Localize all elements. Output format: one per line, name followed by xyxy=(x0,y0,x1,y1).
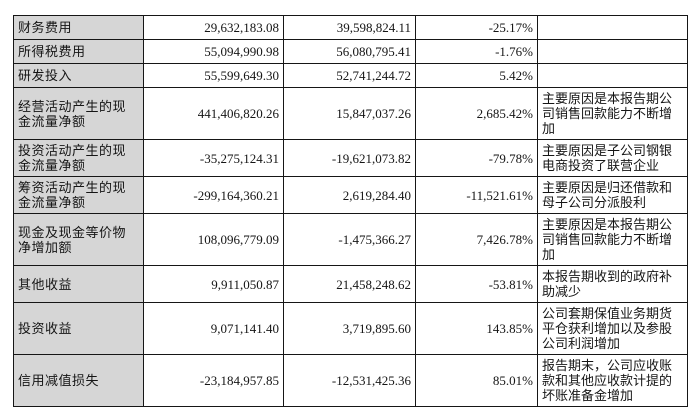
item-label: 投资活动产生的现金流量净额 xyxy=(13,139,144,177)
table-row: 所得税费用 55,094,990.98 56,080,795.41 -1.76% xyxy=(13,39,688,64)
item-label: 研发投入 xyxy=(13,63,144,88)
change-percent-value: 85.01% xyxy=(415,354,538,407)
change-reason-text: 公司套期保值业务期货平仓获利增加以及参股公司利润增加 xyxy=(537,302,688,355)
prior-period-value: 56,080,795.41 xyxy=(283,39,416,64)
change-reason-text: 本报告期收到的政府补助减少 xyxy=(537,265,688,303)
current-period-value: 9,071,141.40 xyxy=(143,302,284,355)
prior-period-value: -1,475,366.27 xyxy=(283,213,416,266)
current-period-value: -23,184,957.85 xyxy=(143,354,284,407)
table-row: 投资活动产生的现金流量净额 -35,275,124.31 -19,621,073… xyxy=(13,139,688,177)
prior-period-value: 2,619,284.40 xyxy=(283,176,416,214)
change-reason-text: 报告期末，公司应收账款和其他应收款计提的坏账准备金增加 xyxy=(537,354,688,407)
current-period-value: 29,632,183.08 xyxy=(143,15,284,40)
financial-changes-table-container: 财务费用 29,632,183.08 39,598,824.11 -25.17%… xyxy=(13,15,688,407)
change-percent-value: -1.76% xyxy=(415,39,538,64)
item-label: 现金及现金等价物净增加额 xyxy=(13,213,144,266)
table-row: 投资收益 9,071,141.40 3,719,895.60 143.85% 公… xyxy=(13,302,688,355)
table-row: 研发投入 55,599,649.30 52,741,244.72 5.42% xyxy=(13,63,688,88)
change-reason-text: 主要原因是本报告期公司销售回款能力不断增加 xyxy=(537,87,688,140)
table-row: 筹资活动产生的现金流量净额 -299,164,360.21 2,619,284.… xyxy=(13,176,688,214)
item-label: 信用减值损失 xyxy=(13,354,144,407)
change-percent-value: -25.17% xyxy=(415,15,538,40)
prior-period-value: 21,458,248.62 xyxy=(283,265,416,303)
current-period-value: 9,911,050.87 xyxy=(143,265,284,303)
item-label: 财务费用 xyxy=(13,15,144,40)
change-percent-value: -53.81% xyxy=(415,265,538,303)
table-row: 现金及现金等价物净增加额 108,096,779.09 -1,475,366.2… xyxy=(13,213,688,266)
prior-period-value: 15,847,037.26 xyxy=(283,87,416,140)
table-row: 财务费用 29,632,183.08 39,598,824.11 -25.17% xyxy=(13,15,688,40)
item-label: 所得税费用 xyxy=(13,39,144,64)
financial-changes-table: 财务费用 29,632,183.08 39,598,824.11 -25.17%… xyxy=(13,15,688,407)
change-reason-text xyxy=(537,15,688,40)
change-reason-text: 主要原因是归还借款和母子公司分派股利 xyxy=(537,176,688,214)
current-period-value: 441,406,820.26 xyxy=(143,87,284,140)
change-percent-value: 143.85% xyxy=(415,302,538,355)
prior-period-value: 52,741,244.72 xyxy=(283,63,416,88)
item-label: 其他收益 xyxy=(13,265,144,303)
table-row: 信用减值损失 -23,184,957.85 -12,531,425.36 85.… xyxy=(13,354,688,407)
change-percent-value: -11,521.61% xyxy=(415,176,538,214)
change-percent-value: 7,426.78% xyxy=(415,213,538,266)
current-period-value: -299,164,360.21 xyxy=(143,176,284,214)
current-period-value: 55,094,990.98 xyxy=(143,39,284,64)
change-reason-text: 主要原因是子公司钢银电商投资了联营企业 xyxy=(537,139,688,177)
change-percent-value: 5.42% xyxy=(415,63,538,88)
prior-period-value: 3,719,895.60 xyxy=(283,302,416,355)
change-reason-text xyxy=(537,63,688,88)
change-reason-text: 主要原因是本报告期公司销售回款能力不断增加 xyxy=(537,213,688,266)
change-percent-value: -79.78% xyxy=(415,139,538,177)
prior-period-value: -19,621,073.82 xyxy=(283,139,416,177)
table-row: 其他收益 9,911,050.87 21,458,248.62 -53.81% … xyxy=(13,265,688,303)
current-period-value: 55,599,649.30 xyxy=(143,63,284,88)
item-label: 经营活动产生的现金流量净额 xyxy=(13,87,144,140)
table-body: 财务费用 29,632,183.08 39,598,824.11 -25.17%… xyxy=(13,15,688,407)
change-percent-value: 2,685.42% xyxy=(415,87,538,140)
current-period-value: 108,096,779.09 xyxy=(143,213,284,266)
table-row: 经营活动产生的现金流量净额 441,406,820.26 15,847,037.… xyxy=(13,87,688,140)
current-period-value: -35,275,124.31 xyxy=(143,139,284,177)
item-label: 筹资活动产生的现金流量净额 xyxy=(13,176,144,214)
change-reason-text xyxy=(537,39,688,64)
item-label: 投资收益 xyxy=(13,302,144,355)
prior-period-value: 39,598,824.11 xyxy=(283,15,416,40)
prior-period-value: -12,531,425.36 xyxy=(283,354,416,407)
